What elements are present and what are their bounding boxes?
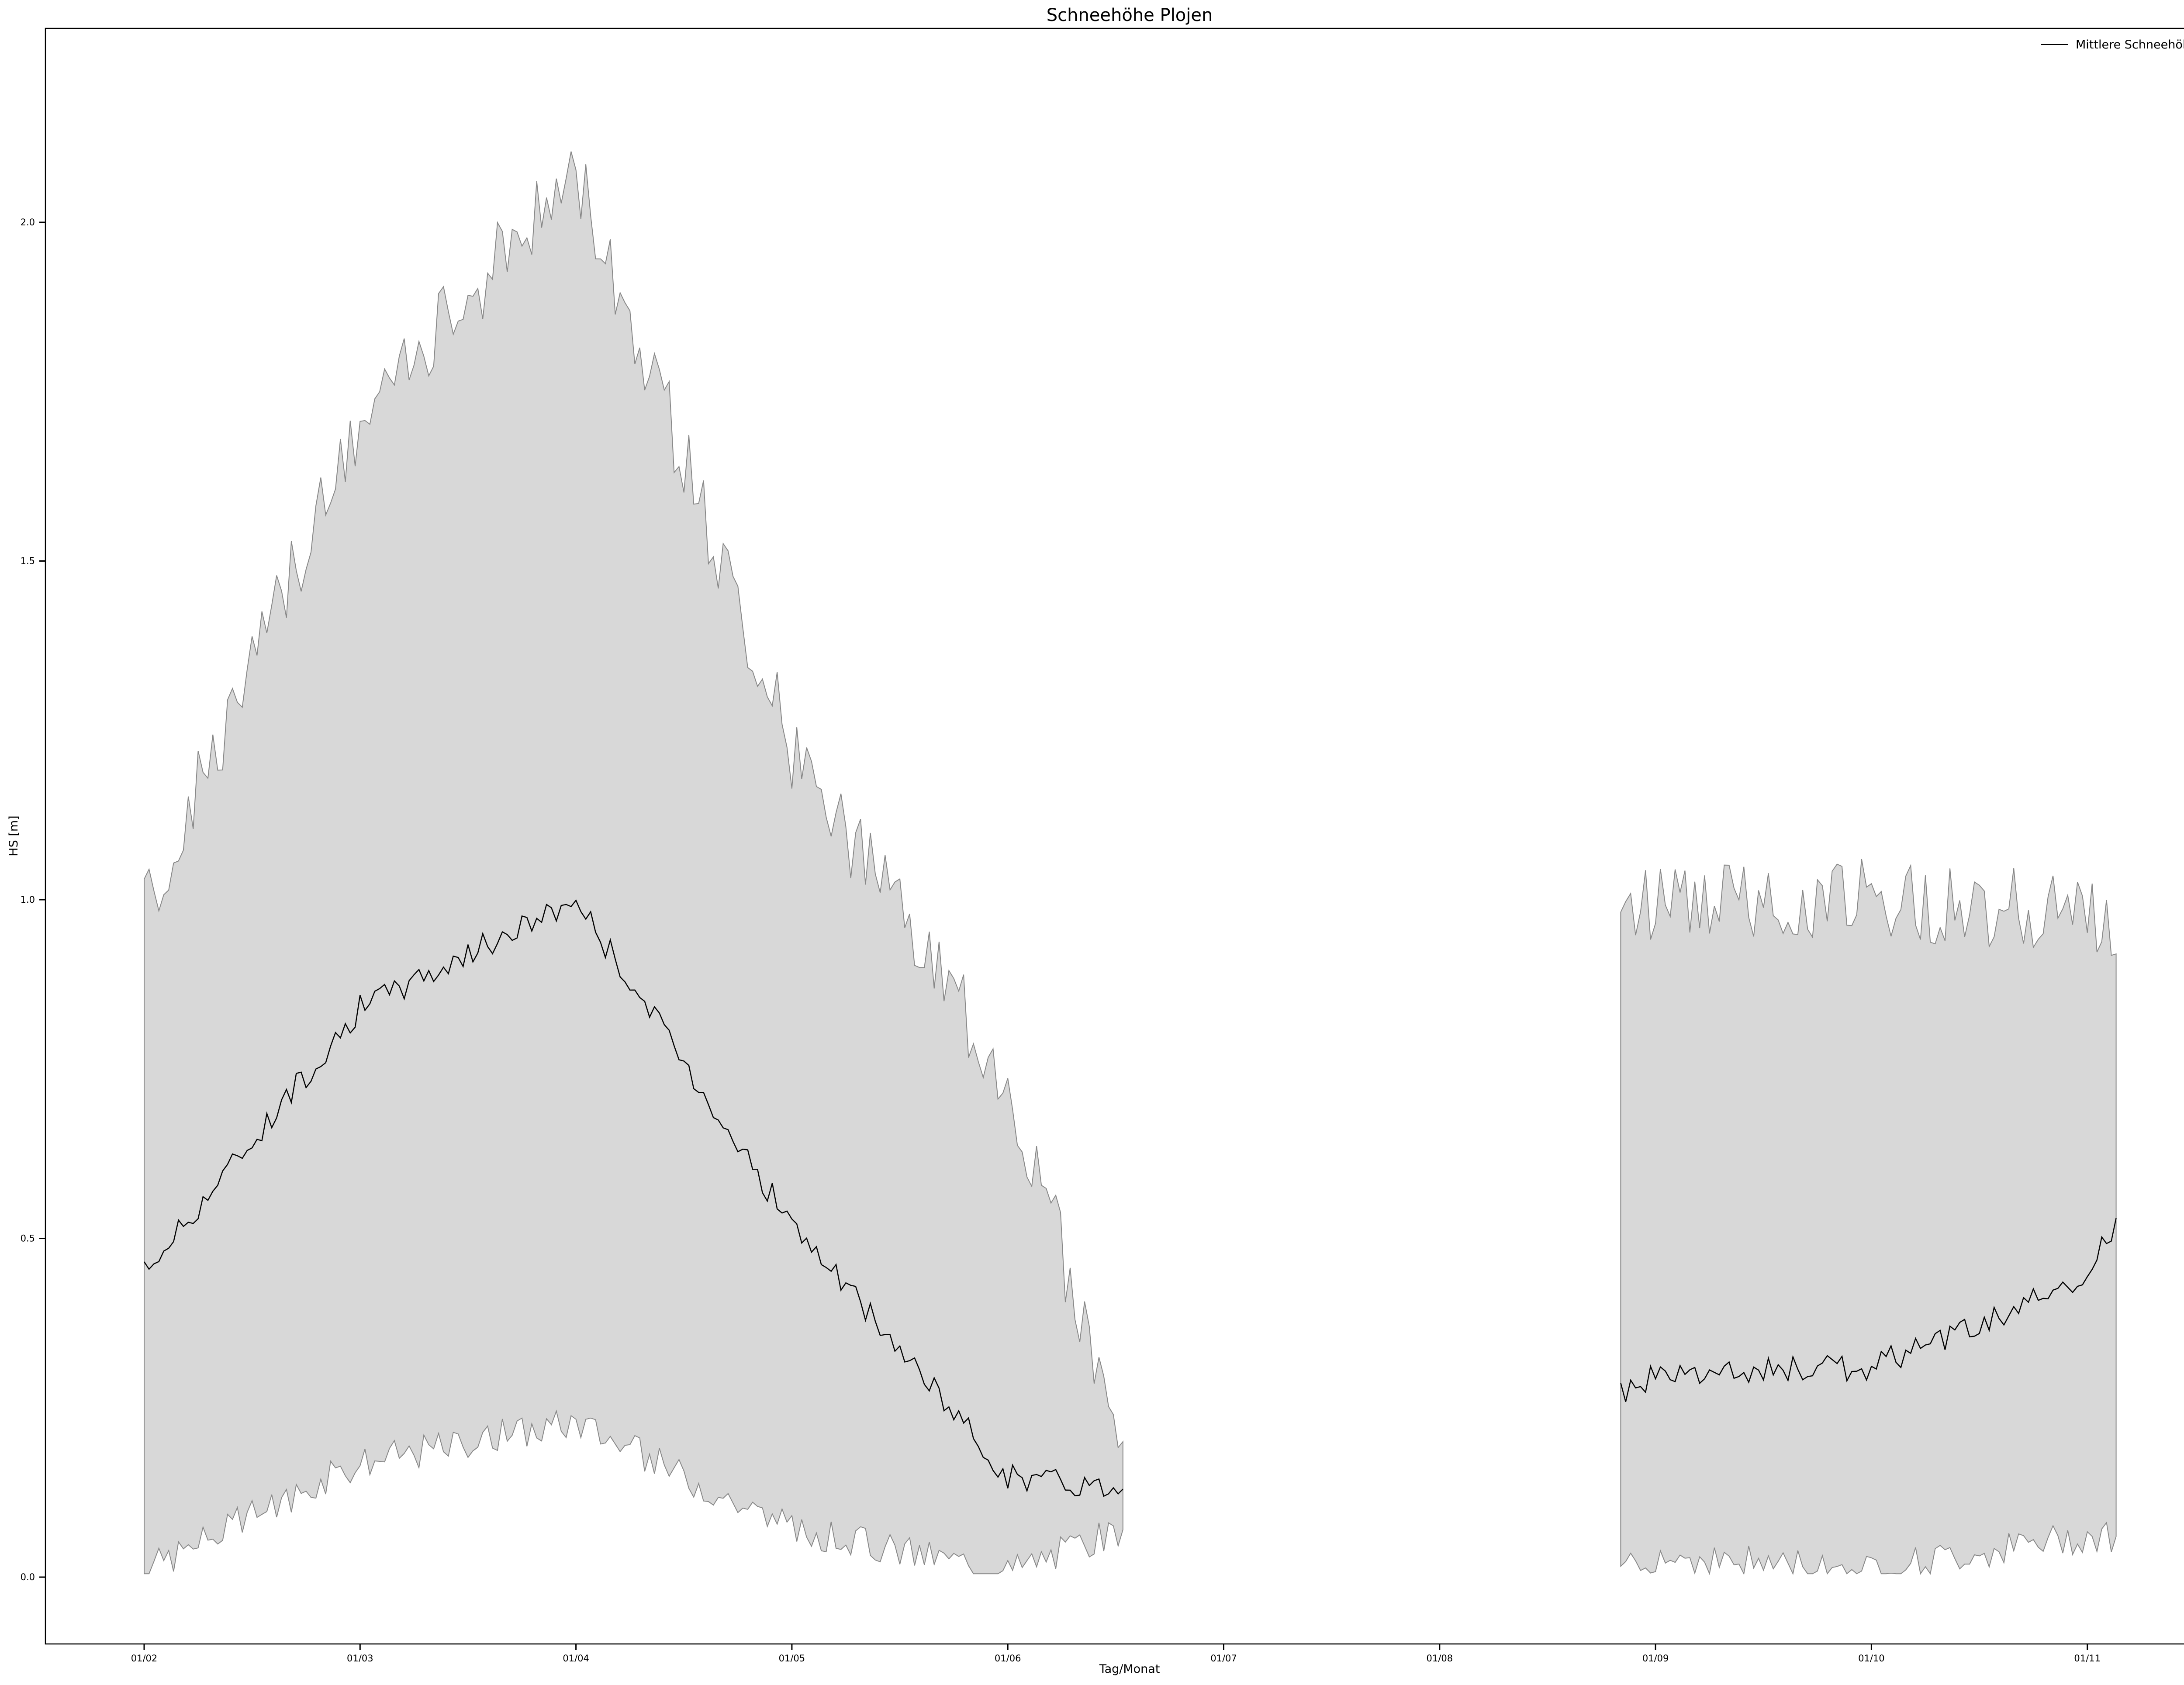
y-axis-label: HS [m] <box>7 815 21 856</box>
x-tick-label: 01/11 <box>2074 1653 2101 1664</box>
min-max-band <box>1620 859 2117 1575</box>
min-max-band <box>144 151 1123 1575</box>
x-tick-label: 01/02 <box>131 1653 158 1664</box>
mean-snow-depth-line <box>143 899 1123 1497</box>
y-axis-ticks: 0.0 0.5 1.0 1.5 2.0 <box>21 217 45 1582</box>
x-tick-label: 01/05 <box>779 1653 805 1664</box>
x-tick-label: 01/03 <box>347 1653 373 1664</box>
legend: Mittlere Schneehöhe <box>2041 38 2184 52</box>
chart-title: Schneehöhe Plojen <box>1047 5 1213 25</box>
x-axis-ticks: 01/02 01/03 01/04 01/05 01/06 01/07 01/08 01/09… <box>131 1644 2101 1664</box>
x-tick-label: 01/08 <box>1427 1653 1453 1664</box>
plot-frame <box>45 28 2184 1645</box>
y-tick-label: 1.0 <box>21 894 35 905</box>
y-tick-label: 1.5 <box>21 556 35 566</box>
y-tick-label: 0.5 <box>21 1233 35 1244</box>
x-tick-label: 01/10 <box>1858 1653 1885 1664</box>
y-tick-label: 0.0 <box>21 1572 35 1582</box>
y-tick-label: 2.0 <box>21 217 35 228</box>
legend-label-mean: Mittlere Schneehöhe <box>2076 38 2184 52</box>
x-axis-label: Tag/Monat <box>1099 1662 1160 1676</box>
x-tick-label: 01/07 <box>1210 1653 1237 1664</box>
x-tick-label: 01/09 <box>1642 1653 1669 1664</box>
x-tick-label: 01/04 <box>563 1653 589 1664</box>
x-tick-label: 01/06 <box>995 1653 1021 1664</box>
mean-snow-depth-line <box>1620 1218 2117 1402</box>
